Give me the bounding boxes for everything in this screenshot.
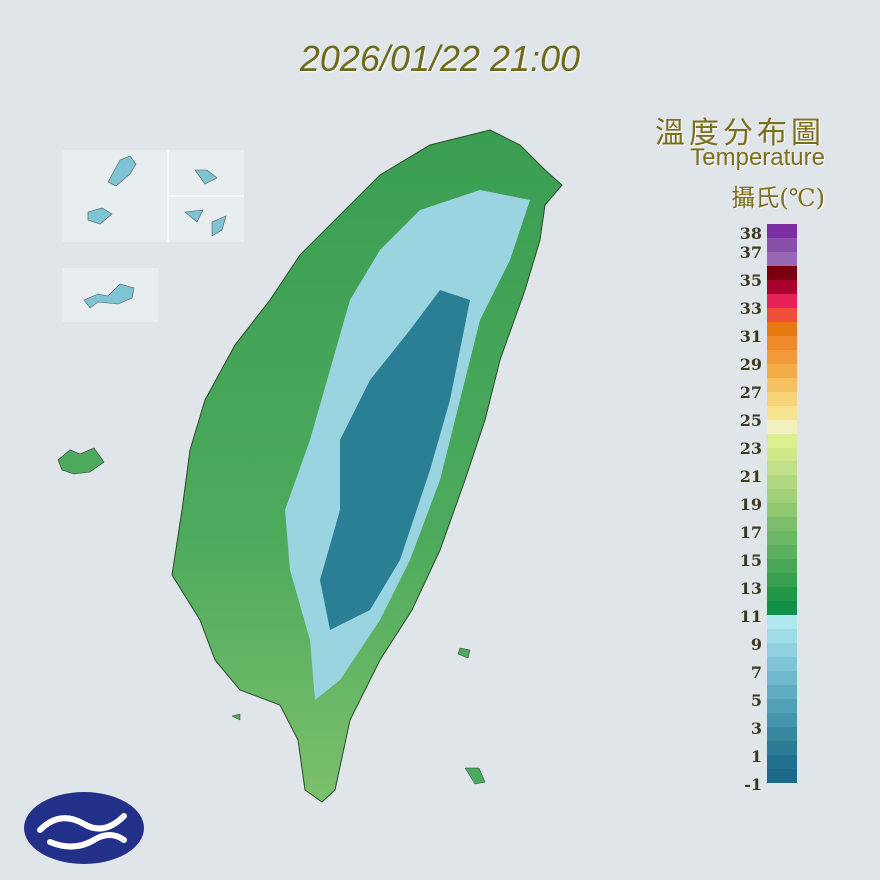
scale-bin — [767, 531, 797, 546]
scale-bin — [767, 405, 797, 420]
high-peaks — [320, 290, 470, 630]
scale-bin — [767, 726, 797, 741]
unit-label: 攝氏(℃) — [731, 184, 825, 212]
scale-bin — [767, 671, 797, 685]
scale-tick-label: 27 — [739, 383, 762, 402]
scale-bin — [767, 363, 797, 378]
scale-bin — [767, 517, 797, 532]
scale-tick-label: 23 — [739, 439, 762, 458]
scale-bin — [767, 307, 797, 322]
kinmen-islands — [83, 283, 135, 309]
scale-bin — [767, 629, 797, 644]
scale-tick-label: 15 — [739, 551, 762, 570]
scale-bin — [767, 573, 797, 588]
scale-bin — [767, 461, 797, 476]
scale-bin — [767, 279, 797, 294]
scale-bin — [767, 237, 797, 252]
scale-tick-label: 35 — [739, 271, 762, 290]
scale-tick-label: 5 — [750, 691, 762, 710]
cwa-logo — [24, 792, 144, 864]
scale-bin — [767, 587, 797, 602]
scale-bin — [767, 643, 797, 658]
scale-bin — [767, 712, 797, 727]
scale-bin — [767, 754, 797, 769]
scale-tick-label: 9 — [750, 635, 762, 654]
matsu-islands — [87, 155, 227, 237]
scale-bin — [767, 321, 797, 336]
scale-bin — [767, 349, 797, 364]
small-islands — [231, 647, 486, 785]
title-chinese: 溫度分布圖 — [655, 116, 825, 151]
scale-bin — [767, 377, 797, 392]
scale-bin — [767, 251, 797, 266]
scale-tick-label: 25 — [739, 411, 762, 430]
scale-tick-label: 21 — [739, 467, 762, 486]
scale-tick-label: 11 — [739, 607, 762, 626]
scale-bin — [767, 265, 797, 280]
scale-bin — [767, 224, 797, 238]
scale-tick-label: 1 — [750, 747, 762, 766]
scale-bin — [767, 698, 797, 713]
scale-tick-label: 31 — [739, 327, 762, 346]
scale-bin — [767, 657, 797, 671]
scale-bin — [767, 293, 797, 308]
scale-tick-label: 13 — [739, 579, 762, 598]
timestamp: 2026/01/22 21:00 — [299, 38, 581, 79]
scale-tick-label: 17 — [739, 523, 762, 542]
scale-bin — [767, 489, 797, 504]
scale-bin — [767, 335, 797, 350]
scale-bin — [767, 391, 797, 406]
scale-bin — [767, 615, 797, 630]
title-english: Temperature — [690, 144, 825, 171]
scale-tick-label: 29 — [739, 355, 762, 374]
scale-tick-label: 3 — [750, 719, 762, 738]
scale-tick-label: 19 — [739, 495, 762, 514]
scale-bin — [767, 433, 797, 448]
scale-bin — [767, 447, 797, 462]
penghu-islands — [57, 447, 105, 475]
color-scale — [767, 224, 797, 783]
scale-tick-label: 37 — [739, 243, 762, 262]
scale-bin — [767, 768, 797, 783]
scale-bin — [767, 559, 797, 574]
scale-tick-label: 7 — [750, 663, 762, 682]
scale-tick-label: -1 — [744, 775, 762, 794]
scale-bin — [767, 684, 797, 699]
scale-tick-label: 33 — [739, 299, 762, 318]
scale-bin — [767, 740, 797, 755]
scale-bin — [767, 503, 797, 518]
scale-bin — [767, 545, 797, 560]
scale-bin — [767, 419, 797, 434]
scale-tick-label: 38 — [739, 224, 762, 243]
scale-bin — [767, 475, 797, 490]
scale-bin — [767, 601, 797, 616]
